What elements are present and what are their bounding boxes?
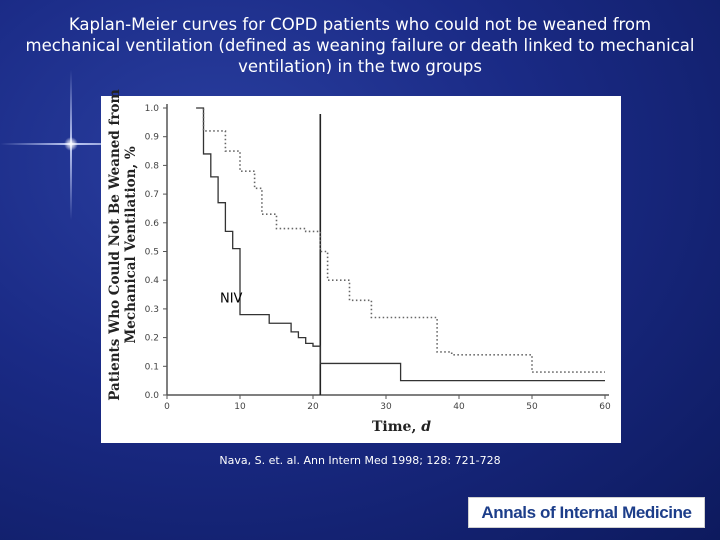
y-tick-label: 0.2 (145, 334, 159, 344)
x-tick-label: 60 (599, 402, 611, 412)
x-tick-label: 0 (164, 402, 170, 412)
y-tick-label: 0.0 (145, 391, 160, 401)
citation: Nava, S. et. al. Ann Intern Med 1998; 12… (219, 454, 501, 467)
y-axis-label-line-1: Patients Who Could Not Be Weaned from (107, 89, 123, 401)
chart-figure: 0.0 0.1 0.2 0.3 0.4 0.5 0.6 0.7 0.8 0.9 1.0 0 10 20 30… (101, 96, 621, 443)
y-tick-label: 0.8 (145, 161, 160, 171)
kaplan-meier-chart: 0.0 0.1 0.2 0.3 0.4 0.5 0.6 0.7 0.8 0.9 1.0 0 10 20 30… (145, 104, 611, 412)
x-axis-label-text: Time, (372, 419, 417, 435)
x-tick-label: 10 (234, 402, 246, 412)
y-tick-label: 0.4 (145, 276, 160, 286)
y-tick-label: 0.9 (145, 133, 160, 143)
y-tick-label: 0.6 (145, 219, 160, 229)
sparkle-decoration-horizontal (0, 143, 200, 145)
x-tick-label: 50 (526, 402, 538, 412)
sparkle-decoration-center (64, 137, 78, 151)
y-axis-label: Patients Who Could Not Be Weaned from Me… (104, 89, 142, 400)
y-tick-label: 0.5 (145, 248, 159, 258)
journal-logo: Annals of Internal Medicine (468, 497, 705, 528)
y-tick-label: 0.3 (145, 305, 159, 315)
title-line-3: ventilation) in the two groups (238, 57, 482, 76)
y-axis-label-line-2: Mechanical Ventilation, % (123, 146, 139, 344)
title-line-1: Kaplan-Meier curves for COPD patients wh… (68, 15, 652, 34)
km-curve-solid (196, 107, 605, 382)
x-tick-label: 40 (453, 402, 465, 412)
niv-annotation: NIV (220, 291, 243, 306)
x-tick-label: 20 (307, 402, 319, 412)
title-line-2: mechanical ventilation (defined as weani… (25, 36, 695, 55)
y-tick-label: 0.1 (145, 362, 159, 372)
slide-title: Kaplan-Meier curves for COPD patients wh… (0, 14, 720, 77)
km-curve-dotted (196, 107, 605, 373)
x-tick-label: 30 (380, 402, 392, 412)
y-tick-label: 0.7 (145, 190, 159, 200)
journal-logo-text: Annals of Internal Medicine (481, 502, 692, 522)
x-axis-label: Time, d (372, 419, 431, 435)
y-tick-label: 1.0 (145, 104, 160, 114)
x-axis-label-unit: d (421, 419, 432, 435)
